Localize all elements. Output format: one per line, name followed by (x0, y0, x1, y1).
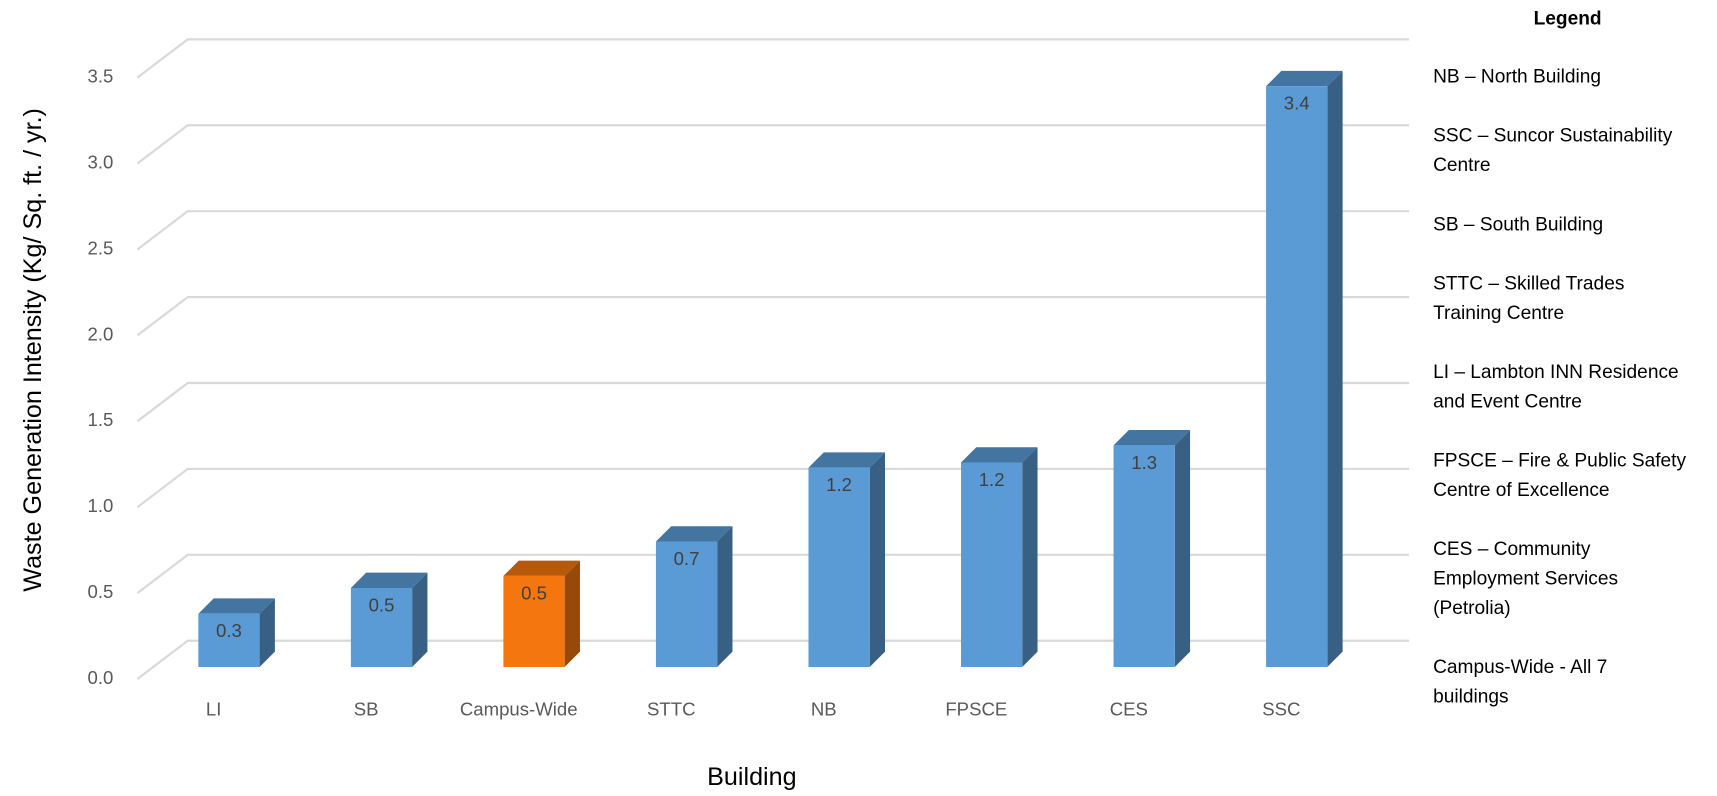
bar-top (808, 452, 886, 468)
x-tick-label: SB (354, 699, 379, 720)
y-tick-label: 3.5 (88, 66, 114, 87)
legend-entry: Campus-Wide - All 7 (1433, 657, 1607, 678)
legend-entry: CES – Community (1433, 539, 1591, 560)
legend-entry: SSC – Suncor Sustainability (1433, 126, 1673, 147)
bar-side (259, 598, 275, 667)
bar-top (1113, 430, 1191, 446)
bar (1113, 430, 1191, 667)
bar-front (1266, 86, 1328, 667)
bar-top (350, 572, 428, 588)
bar-top (1266, 70, 1343, 87)
bar-front (198, 613, 260, 667)
value-label: 1.3 (1131, 452, 1157, 473)
value-label: 0.5 (369, 594, 395, 615)
value-label: 3.4 (1284, 93, 1310, 114)
value-label: 1.2 (979, 469, 1005, 490)
grid-line (136, 553, 1410, 594)
bar-front (655, 541, 718, 667)
y-tick-label: 0.5 (88, 581, 114, 602)
grid-line (136, 210, 1410, 251)
y-tick-label: 2.5 (88, 237, 114, 258)
grid-line (136, 639, 1410, 680)
x-tick-label: FPSCE (945, 699, 1007, 720)
bar-top (198, 598, 275, 614)
bar (198, 598, 275, 667)
y-axis-title: Waste Generation Intensity (Kg/ Sq. ft. … (19, 108, 47, 592)
legend-entry: FPSCE – Fire & Public Safety (1433, 450, 1686, 471)
bar (1266, 70, 1343, 667)
legend-entry: Employment Services (1433, 569, 1618, 590)
grid-line (136, 381, 1410, 423)
legend-entry: LI – Lambton INN Residence (1433, 362, 1679, 383)
legend-entry: buildings (1433, 687, 1509, 708)
bar-top (503, 560, 580, 576)
legend-entry: Training Centre (1433, 303, 1564, 324)
x-tick-label: STTC (647, 699, 696, 720)
value-label: 0.3 (216, 620, 242, 641)
bar-side (717, 526, 733, 667)
grid-line (136, 296, 1410, 337)
legend-entry: and Event Centre (1433, 391, 1582, 412)
bar (655, 526, 733, 667)
legend-entry: Centre (1433, 155, 1490, 176)
value-label: 1.2 (826, 474, 852, 495)
bar-top (961, 447, 1038, 463)
bar-front (808, 467, 870, 667)
x-tick-label: CES (1110, 699, 1148, 720)
bar (350, 572, 428, 667)
y-tick-label: 1.0 (88, 495, 114, 516)
grid-line (136, 467, 1410, 509)
x-axis-title: Building (707, 763, 796, 791)
bar (808, 452, 886, 667)
y-tick-label: 3.0 (88, 151, 114, 172)
bar-side (1022, 447, 1038, 667)
grid-line (136, 38, 1410, 79)
bar-front (961, 462, 1023, 667)
bar (961, 447, 1038, 667)
bar-side (564, 560, 580, 667)
legend-entry: Centre of Excellence (1433, 480, 1609, 501)
bar-side (869, 452, 886, 667)
x-tick-label: LI (206, 699, 221, 720)
bar-top (655, 526, 733, 542)
legend-title: Legend (1534, 9, 1602, 30)
bar-side (1327, 70, 1343, 667)
legend-entry: STTC – Skilled Trades (1433, 273, 1624, 294)
value-label: 0.5 (521, 582, 547, 603)
x-tick-label: Campus-Wide (460, 699, 578, 720)
legend-entry: NB – North Building (1433, 67, 1601, 88)
bar (503, 560, 580, 667)
bar-front (1113, 445, 1175, 667)
y-tick-label: 1.5 (88, 409, 114, 430)
bar-front (503, 575, 565, 667)
bar-side (412, 572, 428, 667)
bar-front (350, 587, 413, 667)
x-tick-label: NB (811, 699, 837, 720)
x-tick-label: SSC (1262, 699, 1300, 720)
value-label: 0.7 (674, 548, 700, 569)
y-tick-label: 0.0 (88, 667, 114, 688)
legend-entry: SB – South Building (1433, 214, 1603, 235)
y-tick-label: 2.0 (88, 323, 114, 344)
grid-line (136, 124, 1410, 165)
bar-side (1174, 430, 1191, 667)
legend-entry: (Petrolia) (1433, 598, 1511, 619)
